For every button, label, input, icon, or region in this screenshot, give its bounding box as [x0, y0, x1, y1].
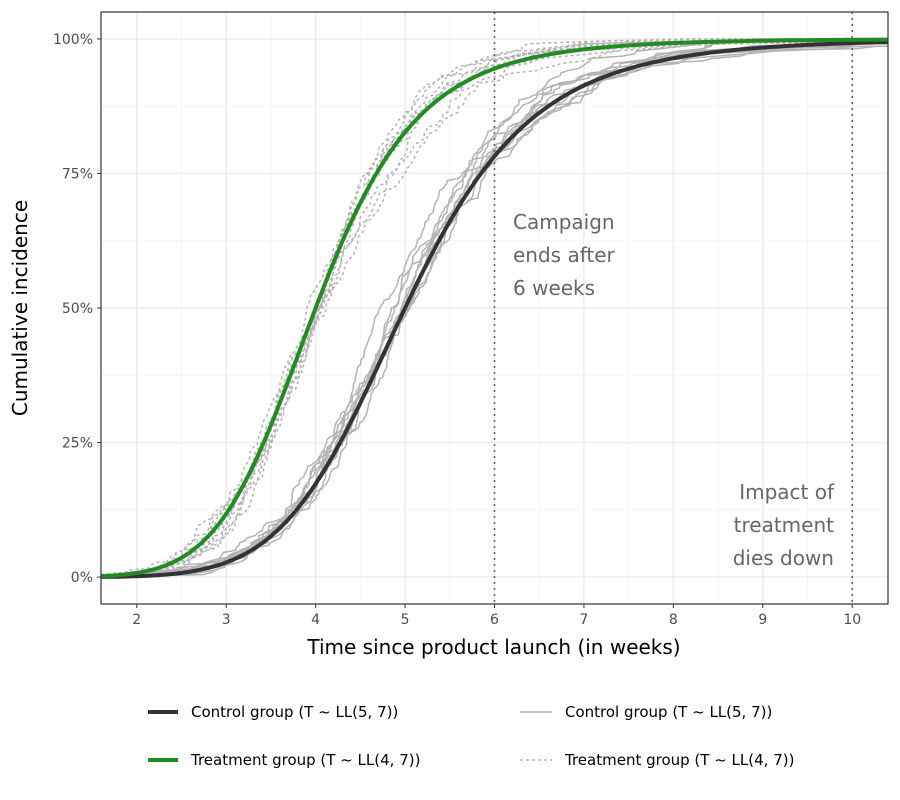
reference-lines — [493, 12, 854, 604]
legend-item-control-simulated: Control group (T ~ LL(5, 7)) — [520, 703, 772, 721]
annotation-treatment-line-2: treatment — [734, 513, 834, 537]
x-tick-label: 8 — [669, 612, 678, 628]
y-tick-label: 50% — [62, 301, 93, 317]
annotation-campaign-line-2: ends after — [513, 243, 616, 267]
curve-treatment — [100, 37, 888, 579]
y-tick-label: 100% — [53, 32, 93, 48]
x-axis-title: Time since product launch (in weeks) — [306, 635, 680, 659]
y-axis-title: Cumulative incidence — [8, 200, 32, 416]
x-tick-label: 2 — [132, 612, 141, 628]
x-tick-label: 4 — [311, 612, 320, 628]
simulated-curve-control — [100, 45, 888, 578]
x-tick-label: 3 — [222, 612, 231, 628]
x-axis: 2 3 4 5 6 7 8 9 10 — [132, 604, 861, 628]
legend-label-treatment-simulated: Treatment group (T ~ LL(4, 7)) — [564, 751, 794, 769]
annotation-campaign: Campaign ends after 6 weeks — [513, 210, 616, 300]
x-tick-label: 5 — [401, 612, 410, 628]
simulated-curve-treatment — [100, 40, 888, 578]
legend-item-control-theoretical: Control group (T ~ LL(5, 7)) — [148, 703, 398, 721]
x-tick-label: 6 — [490, 612, 499, 628]
x-tick-label: 10 — [843, 612, 861, 628]
y-tick-label: 0% — [71, 570, 93, 586]
legend: Control group (T ~ LL(5, 7)) Treatment g… — [148, 703, 794, 769]
annotation-campaign-line-3: 6 weeks — [513, 276, 595, 300]
simulated-curve-treatment — [100, 38, 888, 578]
x-tick-label: 9 — [758, 612, 767, 628]
y-axis: 0% 25% 50% 75% 100% — [53, 32, 101, 586]
simulated-curve-treatment — [100, 38, 888, 578]
legend-label-control-theoretical: Control group (T ~ LL(5, 7)) — [191, 703, 398, 721]
simulated-curve-control — [100, 43, 888, 578]
theoretical-curves — [100, 37, 888, 579]
legend-label-control-simulated: Control group (T ~ LL(5, 7)) — [565, 703, 772, 721]
annotation-treatment-line-1: Impact of — [739, 480, 835, 504]
y-tick-label: 75% — [62, 166, 93, 182]
simulated-curve-treatment — [100, 40, 888, 578]
simulated-curve-treatment — [100, 40, 888, 578]
x-tick-label: 7 — [579, 612, 588, 628]
y-tick-label: 25% — [62, 436, 93, 452]
legend-item-treatment-theoretical: Treatment group (T ~ LL(4, 7)) — [148, 751, 420, 769]
annotation-treatment: Impact of treatment dies down — [733, 480, 835, 570]
legend-label-treatment-theoretical: Treatment group (T ~ LL(4, 7)) — [190, 751, 420, 769]
annotation-campaign-line-1: Campaign — [513, 210, 615, 234]
curve-control — [101, 40, 888, 579]
annotation-treatment-line-3: dies down — [733, 546, 834, 570]
legend-item-treatment-simulated: Treatment group (T ~ LL(4, 7)) — [520, 751, 794, 769]
